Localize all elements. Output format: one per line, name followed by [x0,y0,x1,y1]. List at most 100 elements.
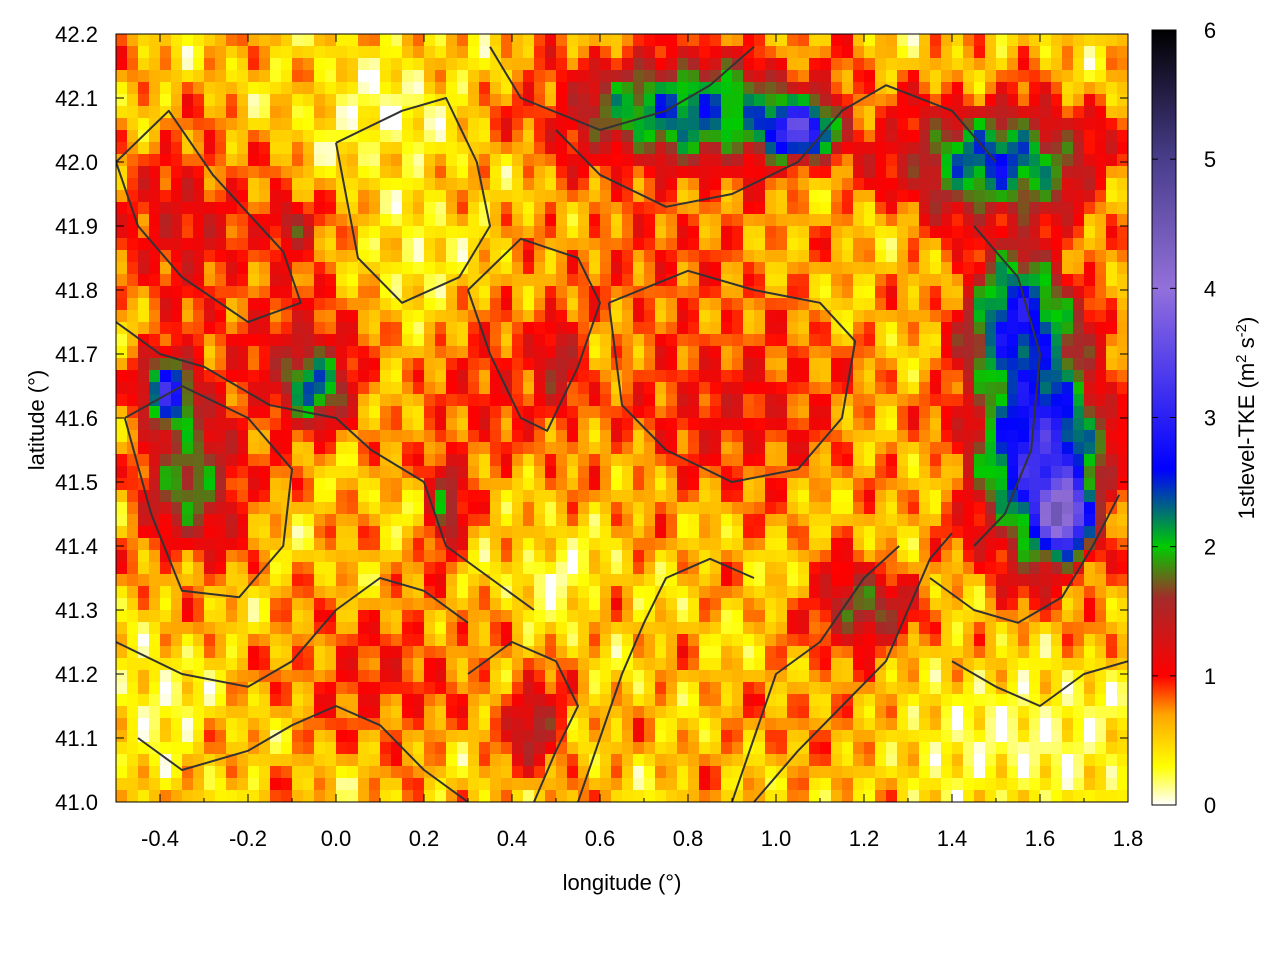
heatmap-cell [1018,130,1030,143]
heatmap-cell [512,334,524,347]
heatmap-cell [567,190,579,203]
heatmap-cell [314,526,326,539]
heatmap-cell [699,46,711,59]
heatmap-cell [688,598,700,611]
heatmap-cell [798,598,810,611]
heatmap-cell [215,418,227,431]
heatmap-cell [622,334,634,347]
heatmap-cell [611,550,623,563]
heatmap-cell [413,94,425,107]
heatmap-cell [336,178,348,191]
heatmap-cell [897,310,909,323]
heatmap-cell [435,562,447,575]
heatmap-cell [567,586,579,599]
heatmap-cell [501,394,513,407]
heatmap-cell [1084,118,1096,131]
heatmap-cell [1084,238,1096,251]
heatmap-cell [567,610,579,623]
heatmap-cell [259,94,271,107]
heatmap-cell [138,298,150,311]
heatmap-cell [1029,250,1041,263]
heatmap-cell [787,610,799,623]
heatmap-cell [732,238,744,251]
heatmap-cell [226,670,238,683]
heatmap-cell [633,94,645,107]
heatmap-cell [545,238,557,251]
heatmap-cell [369,406,381,419]
heatmap-cell [171,526,183,539]
heatmap-cell [270,526,282,539]
heatmap-cell [391,562,403,575]
heatmap-cell [237,442,249,455]
heatmap-cell [116,118,128,131]
heatmap-cell [776,538,788,551]
heatmap-cell [567,82,579,95]
heatmap-cell [446,310,458,323]
heatmap-cell [666,454,678,467]
heatmap-cell [1018,106,1030,119]
heatmap-cell [842,154,854,167]
heatmap-cell [842,634,854,647]
heatmap-cell [160,286,172,299]
heatmap-cell [644,550,656,563]
heatmap-cell [215,262,227,275]
heatmap-cell [160,154,172,167]
heatmap-cell [160,550,172,563]
heatmap-cell [336,586,348,599]
heatmap-cell [402,526,414,539]
heatmap-cell [292,346,304,359]
heatmap-cell [765,238,777,251]
heatmap-cell [644,430,656,443]
heatmap-cell [611,490,623,503]
heatmap-cell [721,118,733,131]
heatmap-cell [1073,538,1085,551]
heatmap-cell [985,334,997,347]
heatmap-cell [1084,46,1096,59]
heatmap-cell [930,274,942,287]
heatmap-cell [347,382,359,395]
heatmap-cell [622,46,634,59]
heatmap-cell [611,394,623,407]
heatmap-cell [314,46,326,59]
heatmap-cell [941,58,953,71]
heatmap-cell [567,226,579,239]
heatmap-cell [941,334,953,347]
heatmap-cell [336,682,348,695]
heatmap-cell [952,238,964,251]
heatmap-cell [655,586,667,599]
heatmap-cell [633,574,645,587]
heatmap-cell [1095,142,1107,155]
heatmap-cell [501,370,513,383]
heatmap-cell [809,610,821,623]
heatmap-cell [941,514,953,527]
heatmap-cell [413,298,425,311]
heatmap-cell [303,538,315,551]
heatmap-cell [358,538,370,551]
heatmap-cell [644,142,656,155]
heatmap-cell [545,34,557,47]
heatmap-cell [633,298,645,311]
heatmap-cell [270,514,282,527]
heatmap-cell [776,646,788,659]
heatmap-cell [237,334,249,347]
heatmap-cell [688,466,700,479]
heatmap-cell [787,406,799,419]
heatmap-cell [831,298,843,311]
heatmap-cell [897,478,909,491]
heatmap-cell [182,262,194,275]
heatmap-cell [556,466,568,479]
heatmap-cell [358,622,370,635]
heatmap-cell [1018,310,1030,323]
heatmap-cell [149,274,161,287]
heatmap-cell [798,238,810,251]
heatmap-cell [358,658,370,671]
heatmap-cell [864,394,876,407]
heatmap-cell [226,310,238,323]
heatmap-cell [589,502,601,515]
heatmap-cell [534,442,546,455]
heatmap-cell [292,562,304,575]
heatmap-cell [391,406,403,419]
heatmap-cell [644,202,656,215]
heatmap-cell [193,226,205,239]
heatmap-cell [1040,370,1052,383]
